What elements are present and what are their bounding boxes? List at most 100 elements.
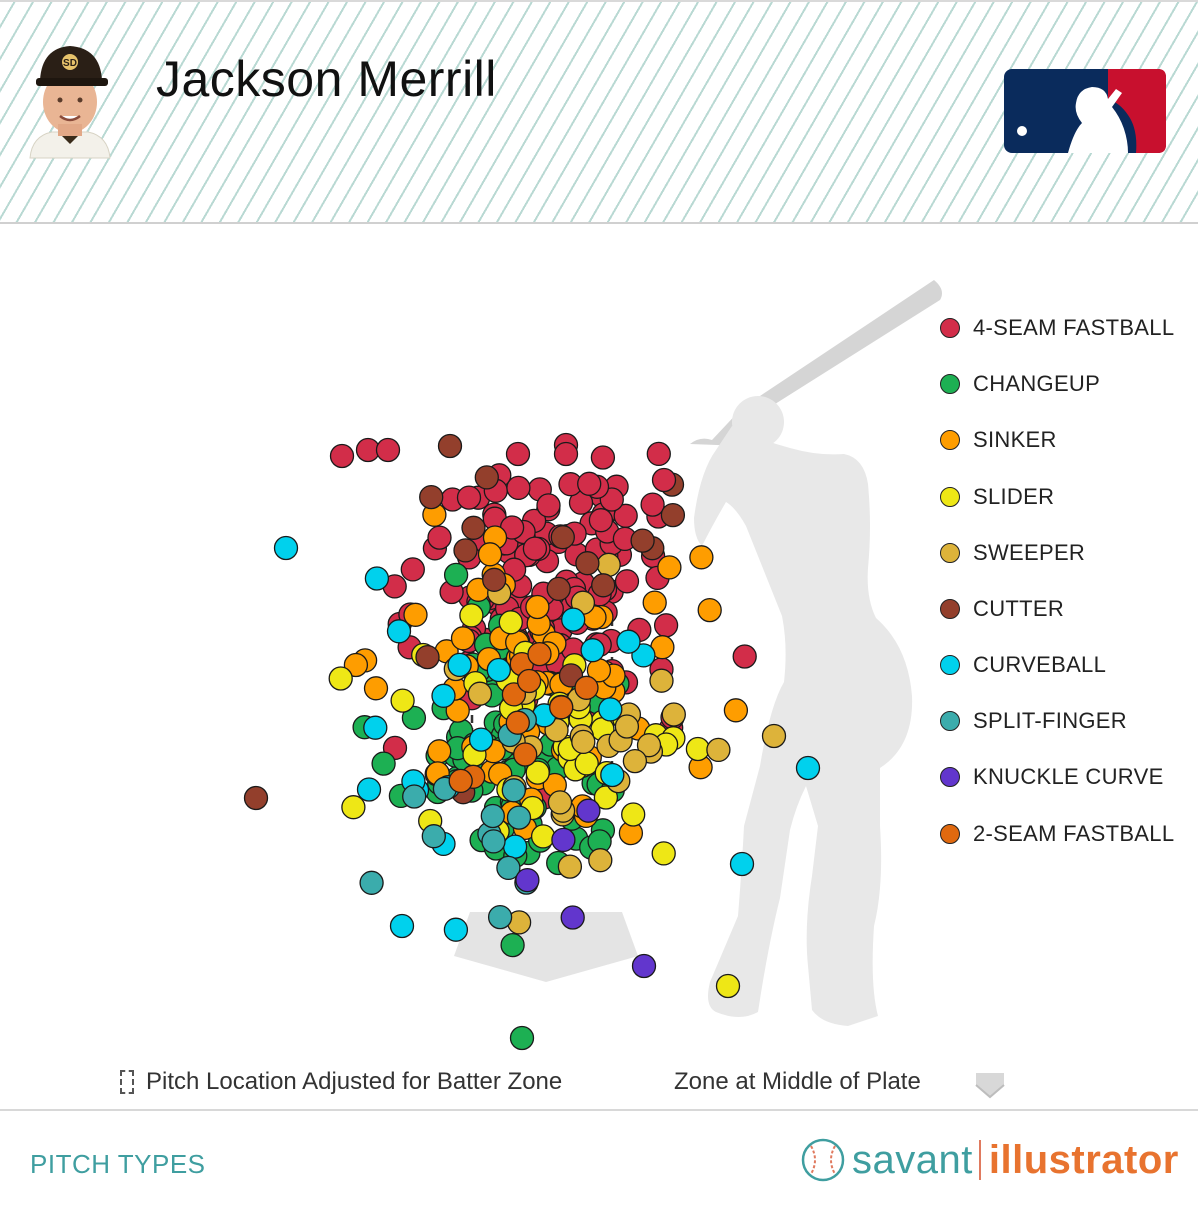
pitch-point-slider — [459, 603, 484, 628]
pitch-point-split-finger — [359, 870, 384, 895]
pitch-point-4-seam-fastball — [651, 467, 677, 493]
pitch-point-4-seam-fastball — [640, 492, 665, 517]
legend-swatch-slider — [940, 487, 960, 507]
pitch-point-curveball — [580, 638, 605, 663]
legend-swatch-2-seam-fastball — [940, 824, 960, 844]
pitch-point-knuckle-curve — [631, 953, 657, 979]
pitch-point-sinker — [427, 739, 452, 764]
pitch-point-cutter — [461, 515, 486, 540]
pitch-point-sweeper — [547, 790, 573, 815]
pitch-point-sweeper — [706, 737, 731, 763]
pitch-point-sweeper — [661, 702, 686, 727]
pitch-point-split-finger — [501, 778, 526, 803]
pitch-point-4-seam-fastball — [522, 536, 548, 561]
pitch-points — [243, 432, 821, 1051]
legend-item-knuckle-curve: KNUCKLE CURVE — [940, 762, 1164, 792]
dashed-zone-icon — [120, 1070, 134, 1094]
pitch-point-split-finger — [506, 805, 532, 830]
pitch-point-sweeper — [596, 552, 621, 577]
pitch-point-sinker — [450, 626, 476, 651]
pitch-point-cutter — [630, 528, 655, 553]
legend-item-cutter: CUTTER — [940, 594, 1064, 624]
pitch-point-2-seam-fastball — [501, 682, 527, 707]
pitch-point-4-seam-fastball — [553, 441, 579, 467]
pitch-point-curveball — [616, 629, 641, 654]
legend-swatch-curveball — [940, 655, 960, 675]
pitch-point-cutter — [660, 502, 686, 528]
pitch-point-slider — [525, 760, 550, 785]
pitch-point-sweeper — [622, 748, 648, 774]
legend-label-curveball: CURVEBALL — [973, 652, 1107, 677]
legend-label-split-finger: SPLIT-FINGER — [973, 708, 1127, 733]
pitch-point-slider — [530, 824, 556, 849]
pitch-point-curveball — [729, 851, 755, 877]
pitch-point-slider — [341, 795, 366, 820]
legend-swatch-split-finger — [940, 711, 960, 731]
pitch-point-curveball — [431, 683, 456, 708]
pitch-point-changeup — [371, 751, 396, 776]
pitch-point-cutter — [243, 785, 269, 811]
pitch-point-cutter — [546, 576, 571, 602]
pitch-point-4-seam-fastball — [400, 557, 425, 582]
pitch-point-sweeper — [588, 848, 613, 873]
legend-label-changeup: CHANGEUP — [973, 371, 1101, 396]
pitch-point-sweeper — [636, 733, 662, 758]
pitch-point-2-seam-fastball — [448, 768, 473, 794]
pitch-point-split-finger — [481, 829, 506, 854]
pitch-point-curveball — [598, 697, 623, 722]
pitch-point-curveball — [447, 652, 472, 678]
zone-notes: Pitch Location Adjusted for Batter Zone … — [0, 1064, 1198, 1104]
pitch-point-sinker — [363, 676, 389, 701]
pitch-point-sweeper — [614, 714, 640, 739]
pitch-point-curveball — [273, 535, 299, 561]
pitch-point-changeup — [509, 1025, 535, 1051]
pitch-point-sinker — [525, 594, 550, 620]
pitch-point-cutter — [474, 465, 499, 490]
pitch-point-4-seam-fastball — [505, 441, 531, 467]
pitch-point-split-finger — [402, 784, 427, 809]
pitch-point-curveball — [389, 913, 415, 939]
pitch-point-slider — [685, 736, 711, 762]
pitch-point-curveball — [468, 727, 494, 752]
pitch-point-cutter — [482, 567, 507, 592]
pitch-point-slider — [593, 785, 619, 810]
legend-swatch-sinker — [940, 430, 960, 450]
pitch-point-cutter — [550, 525, 575, 550]
pitch-point-sweeper — [571, 729, 596, 755]
home-plate — [454, 912, 638, 982]
pitch-point-changeup — [401, 705, 427, 731]
pitch-point-2-seam-fastball — [549, 695, 574, 720]
pitch-point-4-seam-fastball — [614, 569, 640, 594]
pitch-point-cutter — [575, 551, 600, 576]
pitch-point-split-finger — [480, 803, 505, 829]
pitch-point-4-seam-fastball — [590, 445, 616, 470]
pitch-point-slider — [390, 688, 415, 713]
pitch-types-label[interactable]: PITCH TYPES — [30, 1149, 206, 1179]
pitch-point-slider — [574, 751, 599, 776]
legend-swatch-knuckle-curve — [940, 767, 960, 787]
pitch-point-slider — [498, 610, 523, 635]
pitch-point-slider — [328, 666, 353, 691]
legend-item-curveball: CURVEBALL — [940, 650, 1106, 680]
pitch-point-slider — [715, 973, 741, 999]
legend-label-2-seam-fastball: 2-SEAM FASTBALL — [973, 821, 1175, 846]
pitch-point-4-seam-fastball — [375, 437, 401, 463]
pitch-point-split-finger — [487, 904, 513, 930]
pitch-point-knuckle-curve — [560, 905, 585, 930]
legend-item-split-finger: SPLIT-FINGER — [940, 706, 1127, 736]
pitch-point-sinker — [403, 602, 428, 627]
home-plate-icon — [975, 1073, 1005, 1099]
pitch-point-cutter — [453, 538, 478, 563]
brand-illustrator-text: illustrator — [988, 1137, 1179, 1182]
pitch-point-curveball — [443, 917, 469, 942]
pitch-point-sinker — [689, 545, 714, 570]
pitch-point-sinker — [723, 698, 749, 723]
pitch-point-2-seam-fastball — [574, 675, 599, 700]
legend-item-2-seam-fastball: 2-SEAM FASTBALL — [940, 819, 1174, 849]
pitch-point-curveball — [502, 834, 528, 859]
pitch-point-4-seam-fastball — [536, 493, 561, 518]
pitch-point-sinker — [697, 597, 722, 623]
legend-label-sweeper: SWEEPER — [973, 540, 1086, 565]
pitch-point-knuckle-curve — [576, 798, 601, 823]
pitch-point-sinker — [642, 590, 667, 615]
